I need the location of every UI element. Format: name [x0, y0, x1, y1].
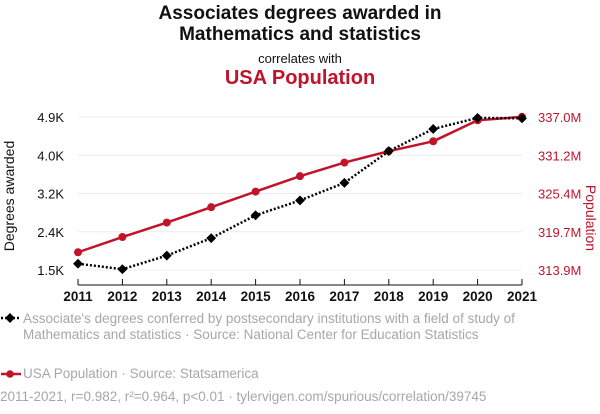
population-point	[163, 219, 171, 227]
left-axis: 1.5K 2.4K 3.2K 4.0K 4.9K	[37, 110, 64, 278]
population-point	[296, 172, 304, 180]
legend-marker-population	[0, 366, 22, 382]
legend-marker-degrees	[0, 311, 22, 327]
chart-footer: 2011-2021, r=0.982, r²=0.964, p<0.01 · t…	[0, 389, 486, 404]
population-point	[429, 137, 437, 145]
right-axis-label: Population	[583, 185, 599, 251]
x-tick-label: 2011	[63, 289, 93, 304]
chart-plot: 1.5K2.4K3.2K4.0K4.9K 313.9M319.7M325.4M3…	[0, 0, 600, 414]
degrees-point	[251, 210, 261, 220]
x-tick-label: 2014	[196, 289, 227, 304]
left-tick-label: 2.4K	[37, 225, 64, 240]
x-tick-label: 2016	[285, 289, 316, 304]
x-axis: 2011 2012 2013 2014 2015 2016 2017 2018 2019 2020…	[63, 279, 537, 304]
right-axis: 313.9M 319.7M 325.4M 331.2M 337.0M	[538, 110, 581, 278]
x-tick-label: 2018	[374, 289, 405, 304]
left-tick-label: 4.0K	[37, 148, 64, 163]
grid-lines	[78, 117, 522, 270]
right-tick-label: 319.7M	[538, 225, 581, 240]
population-point	[340, 159, 348, 167]
x-tick-label: 2015	[241, 289, 272, 304]
left-tick-label: 1.5K	[37, 263, 64, 278]
degrees-point	[428, 124, 438, 134]
left-axis-label: Degrees awarded	[1, 141, 17, 252]
degrees-point	[162, 251, 172, 261]
right-tick-label: 331.2M	[538, 148, 581, 163]
degrees-point	[73, 259, 83, 269]
degrees-point	[295, 195, 305, 205]
x-tick-label: 2012	[107, 289, 137, 304]
left-tick-label: 3.2K	[37, 187, 64, 202]
left-tick-label: 4.9K	[37, 110, 64, 125]
population-point	[118, 233, 126, 241]
right-tick-label: 337.0M	[538, 110, 581, 125]
population-point	[207, 203, 215, 211]
legend-label-degrees: Associate's degrees conferred by postsec…	[23, 311, 583, 343]
right-tick-label: 313.9M	[538, 263, 581, 278]
degrees-point	[206, 233, 216, 243]
x-tick-label: 2017	[329, 289, 359, 304]
x-tick-label: 2020	[463, 289, 493, 304]
chart-page: Associates degrees awarded in Mathematic…	[0, 0, 600, 414]
degrees-point	[117, 264, 127, 274]
population-point	[252, 188, 260, 196]
legend-label-population: USA Population · Source: Statsamerica	[23, 366, 583, 382]
x-tick-label: 2021	[507, 289, 538, 304]
x-tick-label: 2013	[152, 289, 183, 304]
x-tick-label: 2019	[418, 289, 448, 304]
right-tick-label: 325.4M	[538, 187, 581, 202]
population-point	[74, 248, 82, 256]
